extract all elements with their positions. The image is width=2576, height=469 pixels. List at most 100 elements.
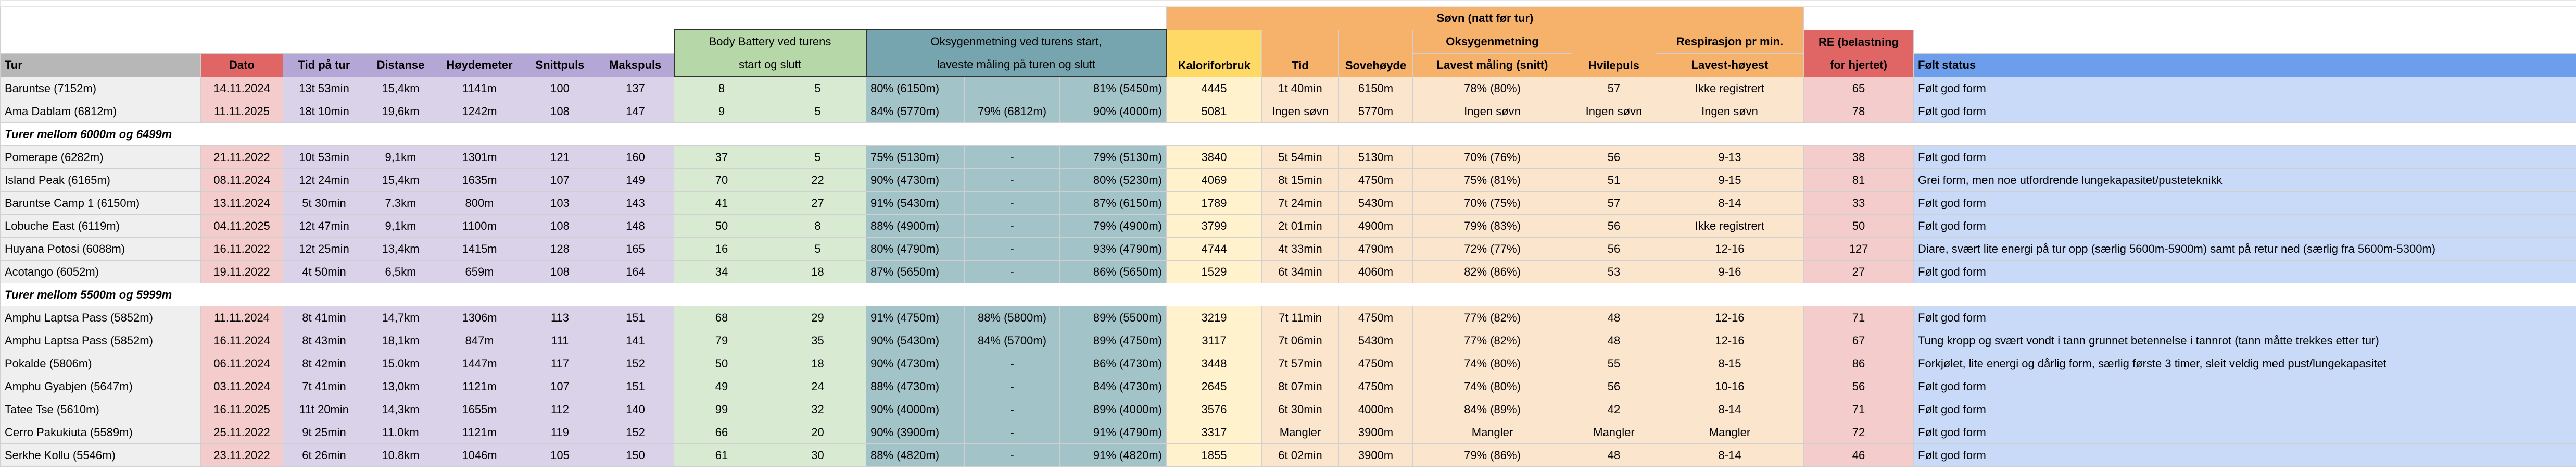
cell: 5430m <box>1338 191 1413 215</box>
data-row: Pomerape (6282m) 21.11.2022 10t 53min 9,1km… <box>0 145 2576 169</box>
cell: 32 <box>769 398 866 421</box>
cell: 5770m <box>1338 100 1413 123</box>
cell: Mangler <box>1572 421 1656 444</box>
cell: 81 <box>1803 168 1914 192</box>
cell: 84% (5770m) <box>866 100 965 123</box>
cell: 1046m <box>436 443 523 467</box>
cell: 4744 <box>1166 237 1262 261</box>
cell: 90% (4730m) <box>866 352 965 375</box>
cell: 50 <box>674 352 769 375</box>
cell: 84% (5700m) <box>964 329 1060 352</box>
cell: 72% (77%) <box>1412 237 1572 261</box>
cell: 19,6km <box>365 100 436 123</box>
cell: Tung kropp og svært vondt i tann grunnet… <box>1913 329 2576 352</box>
cell: 9,1km <box>365 214 436 238</box>
cell: 12t 24min <box>283 168 365 192</box>
cell: 65 <box>1803 76 1914 100</box>
cell: - <box>964 214 1060 238</box>
cell: 18,1km <box>365 329 436 352</box>
cell: Baruntse Camp 1 (6150m) <box>0 191 201 215</box>
cell: 88% (5800m) <box>964 306 1060 329</box>
cell: Ingen søvn <box>1412 100 1572 123</box>
cell: 79% (4900m) <box>1059 214 1167 238</box>
cell: 13t 53min <box>283 76 365 100</box>
cell: 3799 <box>1166 214 1262 238</box>
cell: 5t 30min <box>283 191 365 215</box>
column-header: Høydemeter <box>436 53 523 77</box>
column-header: Sovehøyde <box>1338 29 1413 77</box>
cell: 88% (4730m) <box>866 375 965 398</box>
cell: 1789 <box>1166 191 1262 215</box>
cell: 77% (82%) <box>1412 329 1572 352</box>
cell: 112 <box>523 398 597 421</box>
cell: 57 <box>1572 76 1656 100</box>
cell: 113 <box>523 306 597 329</box>
cell: 24 <box>769 375 866 398</box>
cell: 72 <box>1803 421 1914 444</box>
cell: 7t 57min <box>1261 352 1339 375</box>
cell: 19.11.2022 <box>200 260 283 283</box>
cell: Følt god form <box>1913 375 2576 398</box>
data-row: Pokalde (5806m) 06.11.2024 8t 42min 15.0km 1… <box>0 352 2576 375</box>
cell: Pomerape (6282m) <box>0 145 201 169</box>
data-row: Baruntse (7152m) 14.11.2024 13t 53min 15,4k… <box>0 76 2576 100</box>
cell: 5 <box>769 145 866 169</box>
data-row: Tatee Tse (5610m) 16.11.2025 11t 20min 14,3… <box>0 398 2576 421</box>
cell: 6t 26min <box>283 443 365 467</box>
cell: 14,7km <box>365 306 436 329</box>
cell: Amphu Laptsa Pass (5852m) <box>0 329 201 352</box>
cell: 18 <box>769 260 866 283</box>
cell: 143 <box>597 191 674 215</box>
cell: Følt god form <box>1913 306 2576 329</box>
cell: 71 <box>1803 306 1914 329</box>
cell: 149 <box>597 168 674 192</box>
cell: 86% (5650m) <box>1059 260 1167 283</box>
cell: Baruntse (7152m) <box>0 76 201 100</box>
cell: 91% (4750m) <box>866 306 965 329</box>
section-title: Turer mellom 6000m og 6499m <box>0 122 2576 146</box>
cell: 3840 <box>1166 145 1262 169</box>
cell: 78 <box>1803 100 1914 123</box>
cell: 5t 54min <box>1261 145 1339 169</box>
cell: 4t 50min <box>283 260 365 283</box>
header-line: start og slutt <box>739 58 801 71</box>
cell: 89% (4750m) <box>1059 329 1167 352</box>
cell: 4750m <box>1338 168 1413 192</box>
cell: 56 <box>1803 375 1914 398</box>
cell: 165 <box>597 237 674 261</box>
cell: 4000m <box>1338 398 1413 421</box>
cell: 9-15 <box>1656 168 1804 192</box>
cell: 6t 30min <box>1261 398 1339 421</box>
cell: Huyana Potosi (6088m) <box>0 237 201 261</box>
cell: 13.11.2024 <box>200 191 283 215</box>
cell: 148 <box>597 214 674 238</box>
cell: Mangler <box>1656 421 1804 444</box>
cell: 107 <box>523 375 597 398</box>
cell: 27 <box>769 191 866 215</box>
cell: Følt god form <box>1913 191 2576 215</box>
cell: Følt god form <box>1913 443 2576 467</box>
cell: 20 <box>769 421 866 444</box>
cell: 88% (4900m) <box>866 214 965 238</box>
cell: 1415m <box>436 237 523 261</box>
column-header: Distanse <box>365 53 436 77</box>
cell: 06.11.2024 <box>200 352 283 375</box>
cell: 53 <box>1572 260 1656 283</box>
cell: 80% (4790m) <box>866 237 965 261</box>
cell: 08.11.2024 <box>200 168 283 192</box>
header-line: RE (belastning <box>1818 35 1899 48</box>
cell: 80% (5230m) <box>1059 168 1167 192</box>
cell: 6,5km <box>365 260 436 283</box>
cell: 71 <box>1803 398 1914 421</box>
cell: 8-15 <box>1656 352 1804 375</box>
cell: 79% (6812m) <box>964 100 1060 123</box>
cell: Lobuche East (6119m) <box>0 214 201 238</box>
cell: 10.8km <box>365 443 436 467</box>
header-line: Oksygenmetning ved turens start, <box>930 35 1102 48</box>
cell: 7t 41min <box>283 375 365 398</box>
cell: Diare, svært lite energi på tur opp (sær… <box>1913 237 2576 261</box>
cell: Ikke registrert <box>1656 214 1804 238</box>
cell: 37 <box>674 145 769 169</box>
cell: 7t 11min <box>1261 306 1339 329</box>
cell: 68 <box>674 306 769 329</box>
